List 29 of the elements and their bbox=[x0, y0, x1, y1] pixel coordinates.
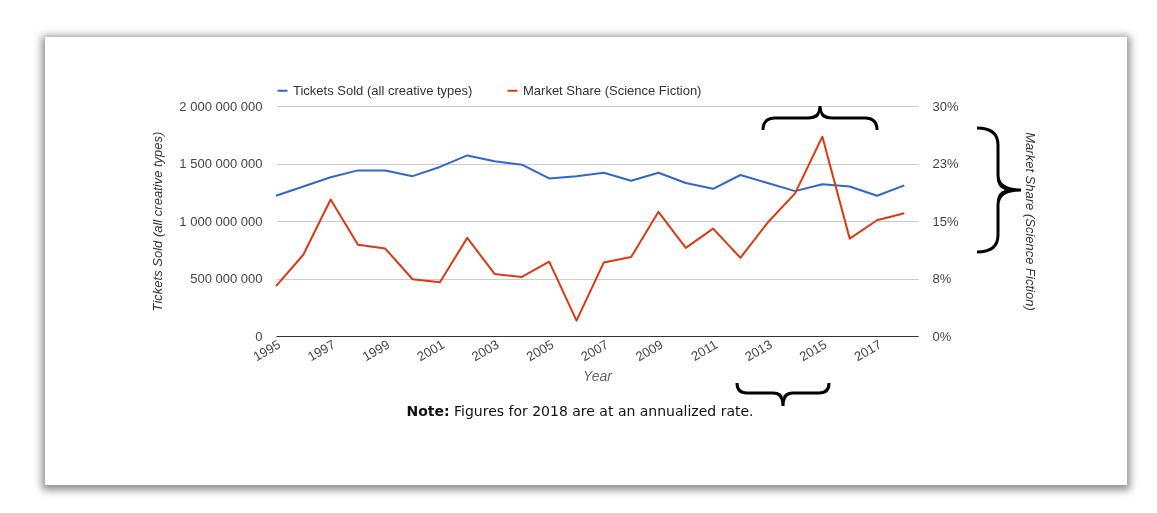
line-series bbox=[275, 154, 906, 197]
y-tick-label: 2 000 000 000 bbox=[179, 98, 263, 114]
line-series bbox=[275, 135, 906, 322]
legend-label: Tickets Sold (all creative types) bbox=[293, 82, 473, 98]
x-tick-label: 2011 bbox=[688, 336, 721, 364]
x-tick-label: 2001 bbox=[414, 336, 447, 365]
x-axis-title: Year bbox=[583, 368, 614, 385]
x-tick-label: 1999 bbox=[359, 336, 393, 365]
x-tick-label: 2005 bbox=[523, 336, 557, 365]
y2-tick-label: 30% bbox=[932, 98, 959, 114]
legend-label: Market Share (Science Fiction) bbox=[523, 82, 702, 98]
y2-axis-title: Market Share (Science Fiction) bbox=[1022, 132, 1038, 311]
x-tick-label: 2007 bbox=[578, 336, 611, 365]
text: Note: Figures for 2018 are at an annualized rate. bbox=[405, 403, 755, 419]
x-tick-label: 2017 bbox=[851, 336, 885, 365]
y-tick-label: 0 bbox=[255, 328, 263, 344]
y-tick-label: 1 000 000 000 bbox=[179, 213, 263, 229]
x-tick-label: 2009 bbox=[632, 336, 666, 365]
x-tick-label: 2013 bbox=[742, 336, 775, 365]
y2-tick-label: 15% bbox=[932, 213, 959, 229]
x-tick-label: 1997 bbox=[305, 336, 338, 365]
y-tick-label: 500 000 000 bbox=[190, 271, 263, 286]
y2-tick-label: 8% bbox=[932, 271, 952, 286]
y-tick-label: 1 500 000 000 bbox=[179, 156, 263, 171]
x-tick-label: 2015 bbox=[796, 336, 830, 365]
y-axis-title: Tickets Sold (all creative types) bbox=[150, 131, 166, 312]
y2-tick-label: 23% bbox=[932, 156, 959, 171]
x-tick-label: 2003 bbox=[469, 336, 502, 365]
y2-tick-label: 0% bbox=[932, 328, 952, 344]
